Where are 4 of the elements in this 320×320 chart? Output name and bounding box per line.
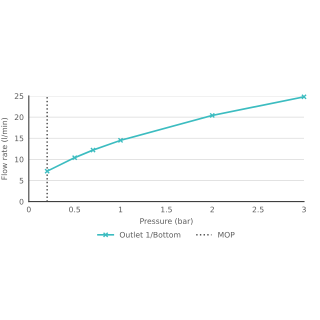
point [209,112,216,118]
point [72,154,78,160]
point [118,138,124,144]
point [90,147,96,153]
